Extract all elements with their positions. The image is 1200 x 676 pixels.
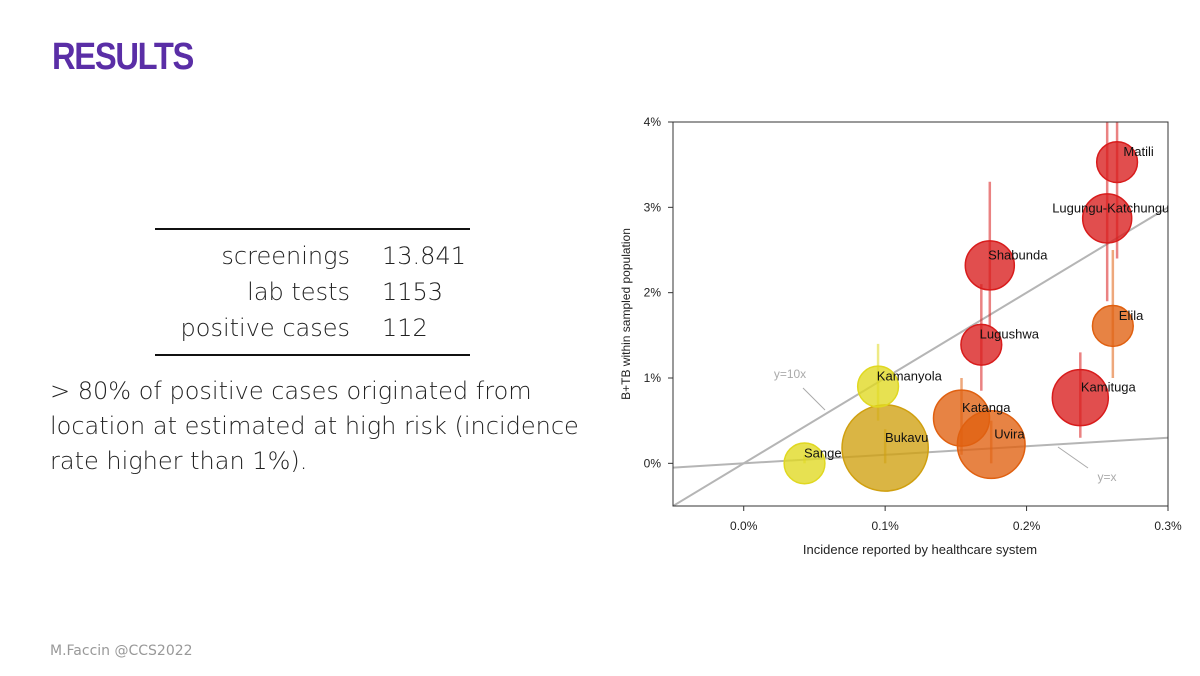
point-label: Matili — [1123, 144, 1153, 159]
point-labels: Matili Lugungu-Katchungu Shabunda Elila Lugu… — [804, 144, 1169, 460]
y-tick-label: 4% — [644, 115, 662, 129]
point-label: Sange — [804, 445, 842, 460]
bubble-point — [932, 389, 991, 447]
point-label: Elila — [1119, 308, 1144, 323]
stats-label: positive cases — [180, 314, 350, 342]
ref-line-pointer-y10x — [802, 387, 826, 411]
point-label: Katanga — [962, 400, 1011, 415]
stats-row-positive-cases: positive cases 112 — [155, 310, 470, 346]
y-tick-label: 1% — [644, 371, 662, 385]
point-label: Bukavu — [885, 430, 928, 445]
bubble-point — [841, 404, 930, 492]
stats-table: screenings 13.841 lab tests 1153 positiv… — [155, 228, 470, 356]
x-tick-label: 0.1% — [871, 519, 899, 533]
stats-value: 13.841 — [382, 242, 466, 270]
point-label: Shabunda — [988, 247, 1048, 262]
y-tick-label: 0% — [644, 456, 662, 470]
stats-value: 112 — [382, 314, 428, 342]
stats-row-lab-tests: lab tests 1153 — [155, 274, 470, 310]
ref-line-label-yx: y=x — [1097, 470, 1116, 484]
point-label: Uvira — [994, 427, 1025, 442]
ref-line-0 — [673, 206, 1168, 506]
y-tick-label: 2% — [644, 286, 662, 300]
ref-line-label-y10x: y=10x — [774, 367, 806, 381]
plot-frame — [672, 121, 1169, 507]
bubble-point — [856, 365, 900, 408]
bubble-point — [1091, 304, 1134, 348]
bubble-point — [783, 442, 826, 485]
point-label: Lugungu-Katchungu — [1052, 200, 1169, 215]
bubble-point — [964, 240, 1016, 291]
x-tick-label: 0.3% — [1154, 519, 1182, 533]
slide-title: RESULTS — [52, 36, 194, 78]
bubble-point — [1051, 368, 1110, 427]
stats-label: screenings — [221, 242, 350, 270]
stats-label: lab tests — [247, 278, 350, 306]
point-label: Kamanyola — [877, 369, 943, 384]
stats-row-screenings: screenings 13.841 — [155, 238, 470, 274]
x-axis-label: Incidence reported by healthcare system — [803, 542, 1037, 557]
bubble-point — [1095, 140, 1139, 184]
ref-line-pointer-yx — [1057, 446, 1089, 469]
bubble-point — [1081, 193, 1133, 244]
summary-text: > 80% of positive cases originated from … — [50, 377, 579, 475]
x-tick-label: 0.2% — [1013, 519, 1041, 533]
y-tick-label: 3% — [644, 200, 662, 214]
y-axis-label: B+TB within sampled population — [619, 228, 633, 400]
point-label: Lugushwa — [980, 327, 1040, 342]
bubble-point — [960, 323, 1003, 366]
axes: 0.0% 0.1% 0.2% 0.3% 0% 1% 2% 3% 4% — [644, 115, 1182, 533]
bubbles — [783, 140, 1139, 492]
x-tick-label: 0.0% — [730, 519, 758, 533]
footer-credit: M.Faccin @CCS2022 — [50, 643, 193, 659]
stats-value: 1153 — [382, 278, 444, 306]
point-label: Kamituga — [1081, 380, 1137, 395]
